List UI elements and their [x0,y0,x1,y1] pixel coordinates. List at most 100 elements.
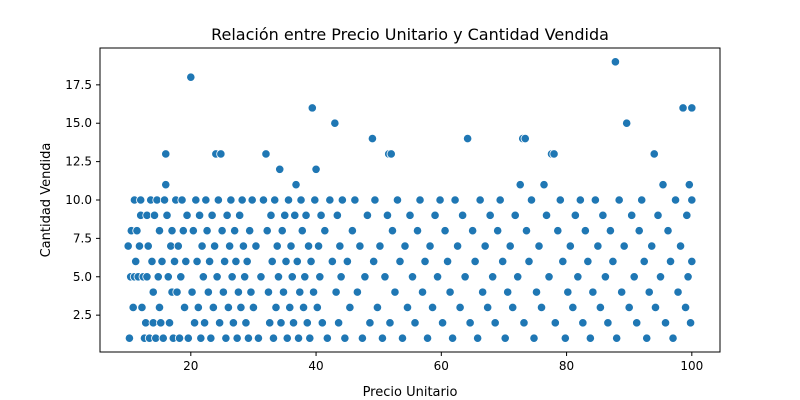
data-point [275,164,285,174]
data-point [473,333,483,343]
data-point [365,318,375,328]
data-point [212,272,222,282]
y-tick-label: 5.0 [73,270,92,284]
data-point [539,180,549,190]
data-point [137,302,147,313]
data-point [534,241,544,251]
data-point [565,241,575,251]
data-point [172,287,182,297]
data-point [680,302,691,313]
data-point [420,256,430,267]
data-point [369,256,379,267]
data-point [520,133,530,144]
data-point [290,210,300,220]
data-point [183,333,193,343]
data-point [488,272,498,282]
data-point [377,333,388,343]
data-point [555,195,565,205]
x-tick-label: 20 [183,359,198,373]
data-point [468,226,478,236]
data-point [619,241,629,251]
data-point [193,302,203,313]
data-point [296,195,306,205]
data-point [673,287,683,297]
data-point [483,302,493,313]
data-point [192,256,202,267]
data-point [136,195,146,205]
data-point [553,226,563,236]
data-point [675,241,686,251]
data-point [422,333,433,343]
data-point [291,180,301,190]
data-point [478,287,488,297]
data-point [203,287,213,297]
data-point [608,256,618,267]
data-point [263,287,274,297]
data-point [385,318,395,328]
data-point [432,272,443,282]
data-point [240,272,250,282]
data-point [678,103,688,113]
y-tick-label: 12.5 [65,155,92,169]
data-point [198,272,208,282]
data-point [154,226,165,236]
data-point [169,256,180,267]
data-point [233,287,243,297]
data-point [164,318,175,328]
data-point [297,226,307,236]
data-point [213,195,223,205]
data-point [197,241,207,251]
data-point [410,318,420,328]
data-point [174,333,185,343]
data-point [647,241,657,251]
data-point [510,210,520,220]
data-point [658,180,668,190]
data-point [332,210,342,220]
data-point [283,195,294,205]
data-point [578,318,588,328]
data-point [202,226,212,236]
data-point [256,272,266,282]
data-point [357,333,367,343]
data-point [570,210,580,220]
y-tick-label: 10.0 [65,193,92,207]
data-point [335,241,345,251]
data-point [653,210,663,220]
data-point [529,333,539,343]
data-point [142,272,152,282]
data-point [593,241,603,251]
data-point [205,256,215,267]
data-point [687,195,697,205]
data-point [315,272,325,282]
data-point [475,195,485,205]
data-point [143,241,153,251]
data-point [531,287,542,297]
data-point [123,241,133,251]
data-point [147,256,157,267]
data-point [524,256,534,267]
data-point [345,302,355,313]
data-point [246,287,256,297]
data-point [415,195,425,205]
data-point [266,210,276,220]
data-point [541,210,552,220]
data-point [232,333,242,343]
axis-ticks: 20 40 60 80 100 2.5 5.0 7.5 10.0 12.5 15.0 17.5 [65,78,703,373]
data-point [242,256,252,267]
data-point [455,302,465,313]
y-tick-label: 15.0 [65,116,92,130]
data-point [225,241,235,251]
data-point [595,302,605,313]
data-point [588,287,598,297]
data-point [208,302,218,313]
data-point [580,226,590,236]
data-point [149,210,160,220]
y-tick-label: 17.5 [65,78,92,92]
data-point [387,226,398,236]
data-point [271,302,281,313]
data-point [573,272,583,282]
x-tick-label: 100 [680,359,703,373]
data-point [226,195,236,205]
data-point [187,287,197,297]
data-point [598,210,608,220]
